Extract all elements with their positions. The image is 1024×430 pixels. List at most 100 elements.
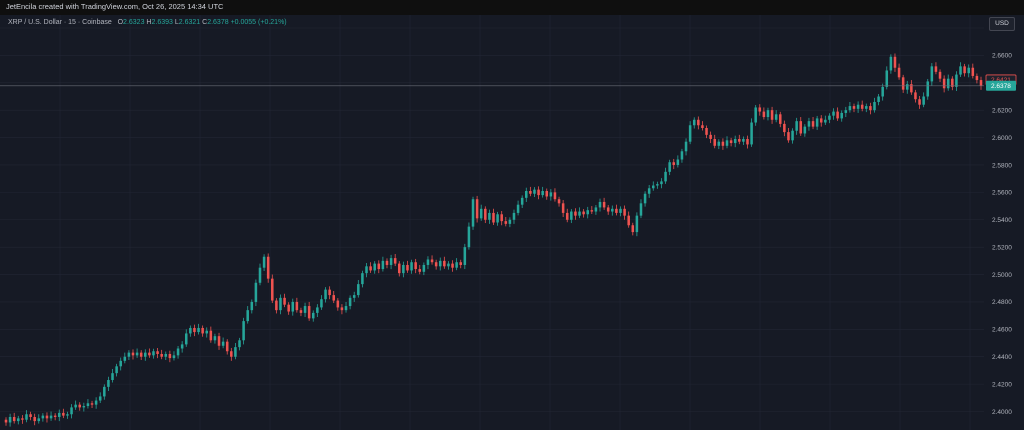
candle-body bbox=[594, 207, 598, 212]
candle-body bbox=[201, 327, 204, 334]
candle-body bbox=[684, 141, 688, 152]
candle-body bbox=[271, 278, 274, 301]
candle-body bbox=[946, 78, 950, 89]
price-tick-label: 2.6200 bbox=[992, 107, 1012, 114]
candle-body bbox=[475, 199, 479, 219]
candle-body bbox=[144, 352, 147, 357]
candle-body bbox=[62, 412, 65, 416]
candle-body bbox=[25, 414, 28, 420]
candle-body bbox=[41, 415, 45, 419]
price-tick-label: 2.6000 bbox=[992, 135, 1012, 142]
candle-body bbox=[21, 418, 24, 420]
candle-body bbox=[213, 336, 217, 341]
candle-body bbox=[258, 267, 262, 283]
candle-body bbox=[230, 351, 233, 357]
price-tick-label: 2.5000 bbox=[992, 272, 1012, 279]
low-value: 2.6321 bbox=[178, 19, 201, 26]
candle-body bbox=[299, 310, 303, 313]
chart-area[interactable] bbox=[0, 15, 1024, 430]
candle-body bbox=[365, 266, 368, 274]
candle-body bbox=[901, 77, 905, 90]
candle-body bbox=[643, 193, 647, 204]
upper-price-tag-text: 2.6421 bbox=[991, 77, 1011, 84]
candle-body bbox=[37, 418, 41, 422]
candle-body bbox=[525, 190, 528, 198]
candle-body bbox=[942, 78, 946, 89]
candle-body bbox=[963, 66, 966, 74]
candle-body bbox=[889, 56, 893, 71]
candle-body bbox=[910, 84, 913, 93]
candle-body bbox=[799, 121, 803, 134]
candle-body bbox=[537, 189, 540, 196]
candle-body bbox=[938, 71, 942, 79]
candle-body bbox=[578, 211, 581, 216]
candle-body bbox=[713, 138, 716, 146]
candle-body bbox=[725, 140, 729, 146]
candle-body bbox=[279, 297, 282, 311]
candle-body bbox=[86, 403, 90, 407]
candle-body bbox=[959, 66, 962, 75]
candle-body bbox=[467, 226, 471, 248]
candle-body bbox=[340, 307, 344, 311]
candle-body bbox=[729, 140, 733, 144]
candle-body bbox=[664, 171, 667, 182]
candle-body bbox=[209, 330, 213, 341]
candle-body bbox=[418, 269, 422, 272]
candle-body bbox=[414, 262, 417, 270]
candle-body bbox=[373, 263, 376, 271]
currency-button[interactable]: USD bbox=[989, 17, 1015, 31]
candle-body bbox=[770, 110, 774, 120]
candle-body bbox=[336, 300, 340, 308]
candle-body bbox=[873, 101, 876, 111]
candle-body bbox=[344, 306, 348, 311]
candle-body bbox=[123, 356, 127, 361]
price-tick-label: 2.6600 bbox=[992, 53, 1012, 60]
candle-body bbox=[565, 212, 569, 220]
candle-body bbox=[115, 366, 118, 374]
candle-body bbox=[17, 418, 20, 422]
candle-body bbox=[979, 80, 983, 86]
price-tick-label: 2.5200 bbox=[992, 244, 1012, 251]
candle-body bbox=[447, 263, 450, 267]
candle-body bbox=[860, 104, 864, 109]
candle-body bbox=[180, 344, 184, 349]
candle-body bbox=[184, 333, 188, 345]
candle-body bbox=[955, 74, 958, 87]
candle-body bbox=[385, 260, 389, 265]
candle-body bbox=[111, 373, 114, 381]
candle-body bbox=[631, 225, 635, 233]
candle-body bbox=[29, 414, 32, 417]
candle-body bbox=[295, 301, 299, 311]
candle-body bbox=[508, 219, 512, 224]
candle-body bbox=[570, 211, 573, 220]
candle-body bbox=[443, 260, 446, 267]
candle-body bbox=[905, 84, 909, 90]
candle-body bbox=[651, 185, 655, 189]
candle-body bbox=[410, 262, 413, 271]
candle-body bbox=[459, 262, 462, 265]
candle-body bbox=[311, 312, 315, 319]
candle-body bbox=[156, 351, 159, 354]
candle-body bbox=[471, 199, 475, 227]
candle-body bbox=[611, 208, 614, 212]
candle-body bbox=[74, 404, 77, 408]
candle-body bbox=[561, 203, 565, 213]
price-tick-label: 2.4800 bbox=[992, 299, 1012, 306]
candle-body bbox=[455, 262, 458, 268]
candle-body bbox=[762, 111, 766, 118]
candle-body bbox=[250, 301, 254, 311]
candle-body bbox=[283, 297, 286, 305]
candle-body bbox=[66, 414, 69, 416]
candle-body bbox=[705, 127, 708, 135]
candle-body bbox=[291, 301, 295, 312]
candle-body bbox=[377, 263, 381, 270]
candle-body bbox=[852, 106, 856, 109]
close-value: 2.6378 bbox=[207, 19, 229, 26]
candle-body bbox=[758, 107, 762, 112]
candle-body bbox=[590, 210, 594, 212]
candle-body bbox=[967, 67, 970, 74]
candle-body bbox=[602, 201, 606, 208]
candle-body bbox=[463, 247, 467, 265]
